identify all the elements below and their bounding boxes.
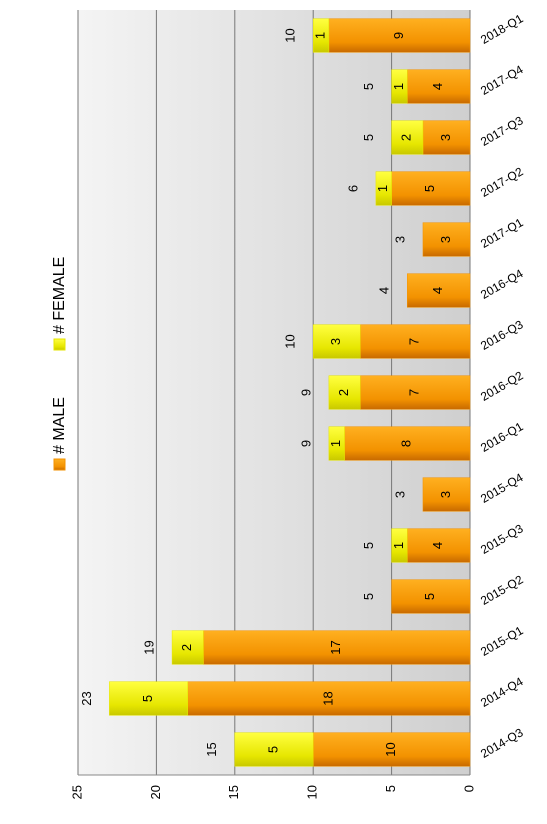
data-label: 1 xyxy=(312,32,327,39)
x-tick-label: 2017-Q2 xyxy=(478,164,526,200)
data-label: 4 xyxy=(430,83,445,90)
x-tick-label: 2014-Q4 xyxy=(478,674,526,710)
total-label: 3 xyxy=(392,236,407,243)
data-label: 17 xyxy=(328,640,343,654)
total-label: 9 xyxy=(298,440,313,447)
y-tick-label: 15 xyxy=(226,785,241,799)
bar-segment xyxy=(328,426,345,461)
data-label: 9 xyxy=(391,32,406,39)
x-tick-label: 2016-Q3 xyxy=(478,317,526,353)
bar-segment xyxy=(391,579,471,614)
bar-segment xyxy=(391,69,408,104)
x-tick-label: 2014-Q3 xyxy=(478,725,526,761)
legend-label: # FEMALE xyxy=(51,257,68,334)
data-label: 1 xyxy=(375,185,390,192)
bar-segment xyxy=(328,375,361,410)
legend-swatch xyxy=(53,338,66,351)
total-label: 3 xyxy=(392,491,407,498)
bar-segment xyxy=(391,528,408,563)
legend-swatch xyxy=(53,458,66,471)
data-label: 18 xyxy=(320,691,335,705)
x-tick-label: 2016-Q4 xyxy=(478,266,526,302)
data-label: 2 xyxy=(336,389,351,396)
bar-segment xyxy=(375,171,392,206)
plot-area xyxy=(78,10,470,775)
bar-segment xyxy=(391,120,424,155)
total-label: 5 xyxy=(361,593,376,600)
total-label: 19 xyxy=(142,640,157,654)
bar-segment xyxy=(422,222,471,257)
bar-segment xyxy=(171,630,204,665)
data-label: 10 xyxy=(383,742,398,756)
data-label: 5 xyxy=(422,593,437,600)
y-tick-label: 25 xyxy=(69,785,84,799)
x-tick-label: 2015-Q4 xyxy=(478,470,526,506)
total-label: 23 xyxy=(79,691,94,705)
total-label: 5 xyxy=(361,83,376,90)
data-label: 5 xyxy=(422,185,437,192)
total-label: 4 xyxy=(377,287,392,294)
x-tick-label: 2018-Q1 xyxy=(478,11,526,47)
bar-segment xyxy=(312,324,361,359)
data-label: 1 xyxy=(391,542,406,549)
data-label: 4 xyxy=(430,287,445,294)
total-label: 9 xyxy=(298,389,313,396)
data-label: 4 xyxy=(430,542,445,549)
y-tick-label: 20 xyxy=(148,785,163,799)
total-label: 10 xyxy=(283,28,298,42)
bar-segment xyxy=(234,732,314,767)
bar-segment xyxy=(312,18,330,53)
total-label: 6 xyxy=(345,185,360,192)
bar-segment xyxy=(422,477,471,512)
data-label: 5 xyxy=(140,695,155,702)
total-label: 10 xyxy=(283,334,298,348)
x-tick-label: 2016-Q2 xyxy=(478,368,526,404)
y-tick-label: 0 xyxy=(461,785,476,792)
data-label: 7 xyxy=(407,338,422,345)
total-label: 15 xyxy=(204,742,219,756)
data-label: 1 xyxy=(328,440,343,447)
x-tick-label: 2015-Q2 xyxy=(478,572,526,608)
data-label: 5 xyxy=(265,746,280,753)
x-tick-label: 2017-Q1 xyxy=(478,215,526,251)
y-tick-label: 5 xyxy=(383,785,398,792)
data-label: 3 xyxy=(438,236,453,243)
x-tick-label: 2017-Q4 xyxy=(478,62,526,98)
data-label: 3 xyxy=(438,491,453,498)
data-label: 3 xyxy=(438,134,453,141)
data-label: 8 xyxy=(399,440,414,447)
total-label: 5 xyxy=(361,542,376,549)
x-tick-label: 2016-Q1 xyxy=(478,419,526,455)
bar-segment xyxy=(109,681,189,716)
legend-label: # MALE xyxy=(51,397,68,454)
bar-segment xyxy=(407,273,471,308)
data-label: 1 xyxy=(391,83,406,90)
data-label: 2 xyxy=(179,644,194,651)
x-tick-label: 2017-Q3 xyxy=(478,113,526,149)
x-tick-label: 2015-Q3 xyxy=(478,521,526,557)
x-tick-label: 2015-Q1 xyxy=(478,623,526,659)
data-label: 7 xyxy=(407,389,422,396)
data-label: 2 xyxy=(399,134,414,141)
y-tick-label: 10 xyxy=(305,785,320,799)
total-label: 5 xyxy=(361,134,376,141)
data-label: 3 xyxy=(328,338,343,345)
